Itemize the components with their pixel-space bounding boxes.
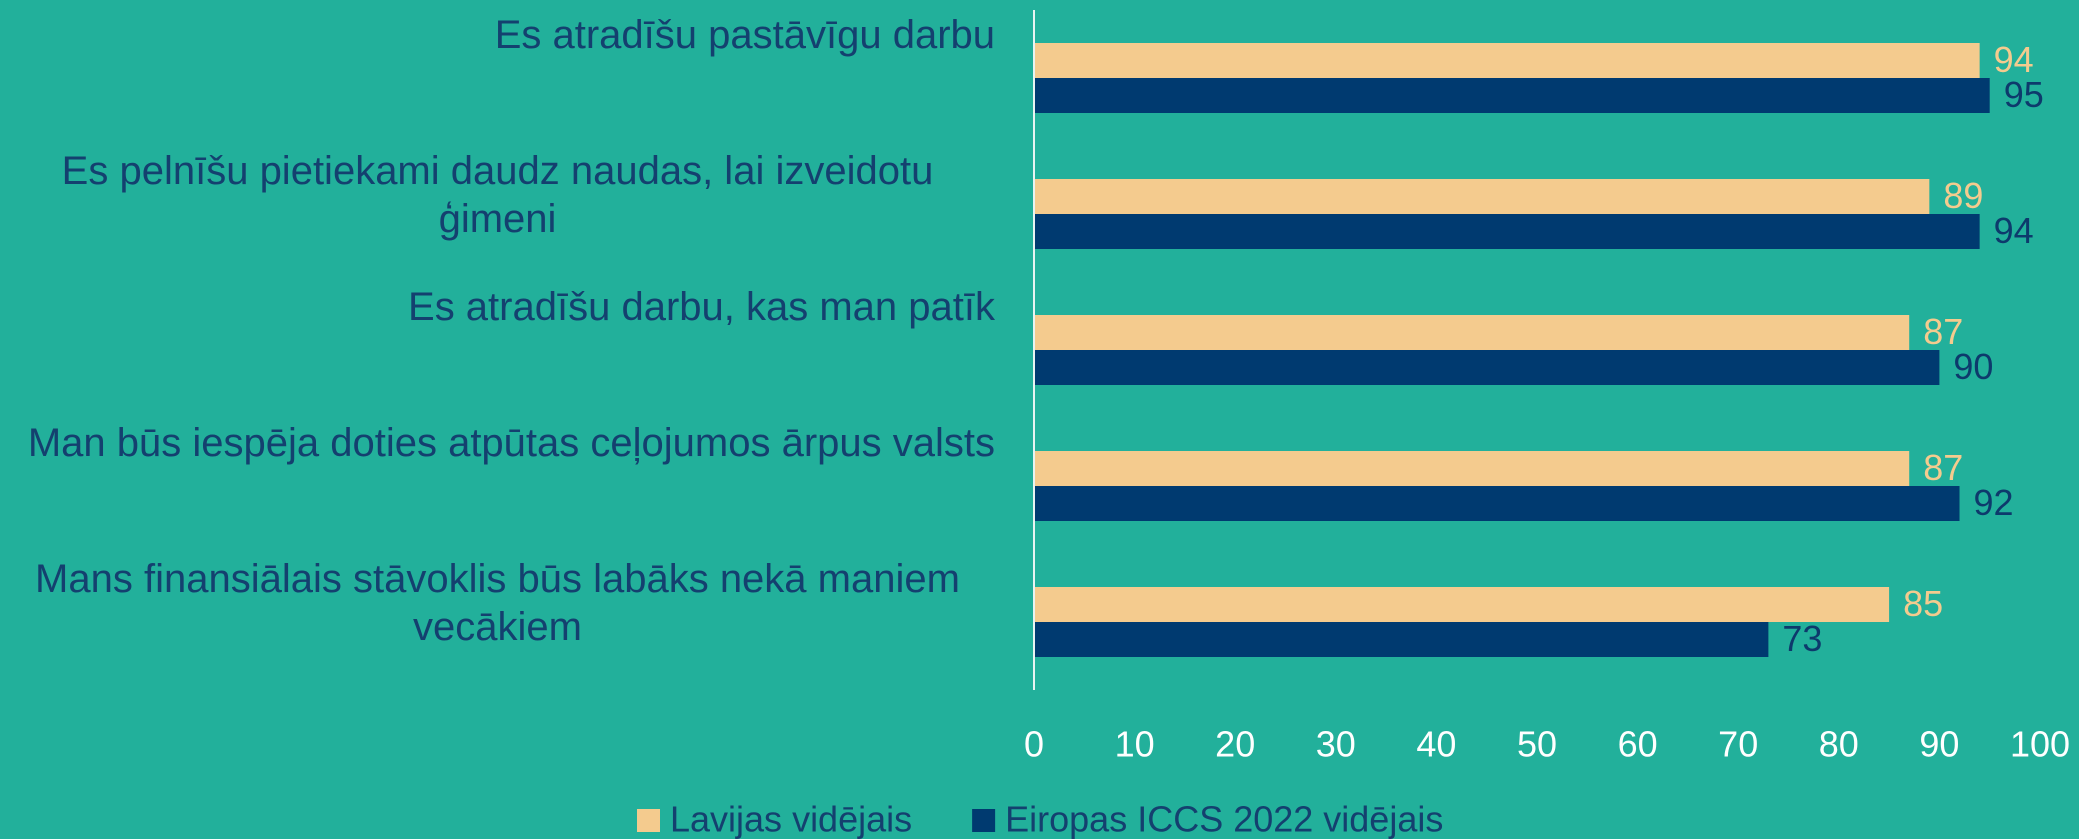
- value-label: 90: [1953, 346, 1993, 387]
- x-tick-label: 90: [1919, 724, 1959, 765]
- category-label: Man būs iespēja doties atpūtas ceļojumos…: [27, 421, 995, 465]
- x-tick-label: 30: [1316, 724, 1356, 765]
- value-label: 94: [1994, 210, 2034, 251]
- value-label: 95: [2004, 74, 2044, 115]
- legend-label: Lavijas vidējais: [670, 799, 912, 839]
- x-tick-label: 10: [1115, 724, 1155, 765]
- category-label: Es atradīšu pastāvīgu darbu: [494, 13, 995, 57]
- x-tick-label: 50: [1517, 724, 1557, 765]
- x-tick-label: 80: [1819, 724, 1859, 765]
- bar: [1034, 451, 1910, 486]
- bar: [1034, 78, 1990, 113]
- bar: [1034, 214, 1980, 249]
- bar: [1034, 350, 1940, 385]
- legend-swatch: [637, 809, 660, 832]
- legend-swatch: [972, 809, 996, 832]
- bar: [1034, 587, 1890, 622]
- value-label: 89: [1943, 175, 1983, 216]
- legend-label: Eiropas ICCS 2022 vidējais: [1005, 799, 1443, 839]
- value-label: 94: [1994, 39, 2034, 80]
- value-label: 87: [1923, 447, 1963, 488]
- category-label: Mans finansiālais stāvoklis būs labāks n…: [35, 557, 960, 649]
- x-tick-label: 20: [1215, 724, 1255, 765]
- bar: [1034, 486, 1960, 521]
- x-tick-label: 60: [1618, 724, 1658, 765]
- bar: [1034, 622, 1769, 657]
- x-tick-label: 70: [1718, 724, 1758, 765]
- category-label: Es atradīšu darbu, kas man patīk: [408, 285, 995, 329]
- value-label: 85: [1903, 583, 1943, 624]
- bar: [1034, 179, 1930, 214]
- x-tick-label: 40: [1416, 724, 1456, 765]
- value-label: 92: [1974, 482, 2014, 523]
- x-tick-label: 0: [1024, 724, 1044, 765]
- value-label: 73: [1782, 618, 1822, 659]
- bar: [1034, 43, 1980, 78]
- bar: [1034, 315, 1910, 350]
- category-label: Es pelnīšu pietiekami daudz naudas, lai …: [61, 149, 934, 241]
- value-label: 87: [1923, 311, 1963, 352]
- x-tick-label: 100: [2010, 724, 2070, 765]
